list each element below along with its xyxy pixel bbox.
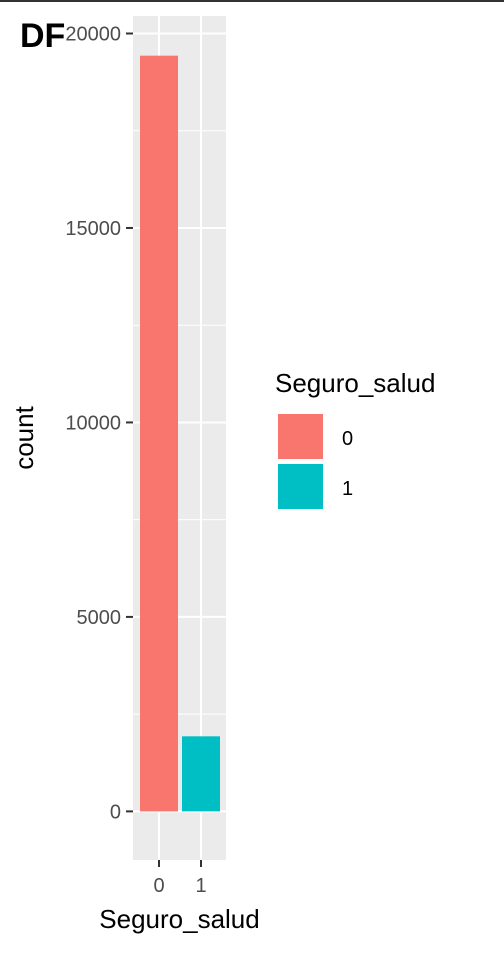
y-tick-label: 10000	[65, 412, 121, 434]
bars	[140, 55, 220, 812]
x-tick-label: 1	[195, 875, 206, 897]
y-axis: 0 5000 10000 15000 20000	[65, 24, 133, 823]
bar-0	[140, 55, 178, 812]
legend-label-1: 1	[342, 478, 353, 500]
x-axis-title: Seguro_salud	[99, 904, 259, 934]
y-tick-label: 20000	[65, 24, 121, 46]
legend: Seguro_salud 01	[275, 368, 435, 509]
x-tick-label: 0	[153, 875, 164, 897]
legend-label-0: 0	[342, 428, 353, 450]
y-tick-label: 5000	[77, 607, 122, 629]
plot-tag: DF	[20, 17, 65, 55]
legend-key-0	[278, 414, 323, 459]
top-border	[0, 0, 504, 2]
legend-items: 01	[278, 414, 353, 509]
legend-key-1	[278, 464, 323, 509]
y-axis-title: count	[9, 405, 39, 469]
y-tick-label: 0	[110, 801, 121, 823]
y-tick-label: 15000	[65, 218, 121, 240]
bar-1	[182, 736, 220, 812]
legend-title: Seguro_salud	[275, 368, 435, 398]
